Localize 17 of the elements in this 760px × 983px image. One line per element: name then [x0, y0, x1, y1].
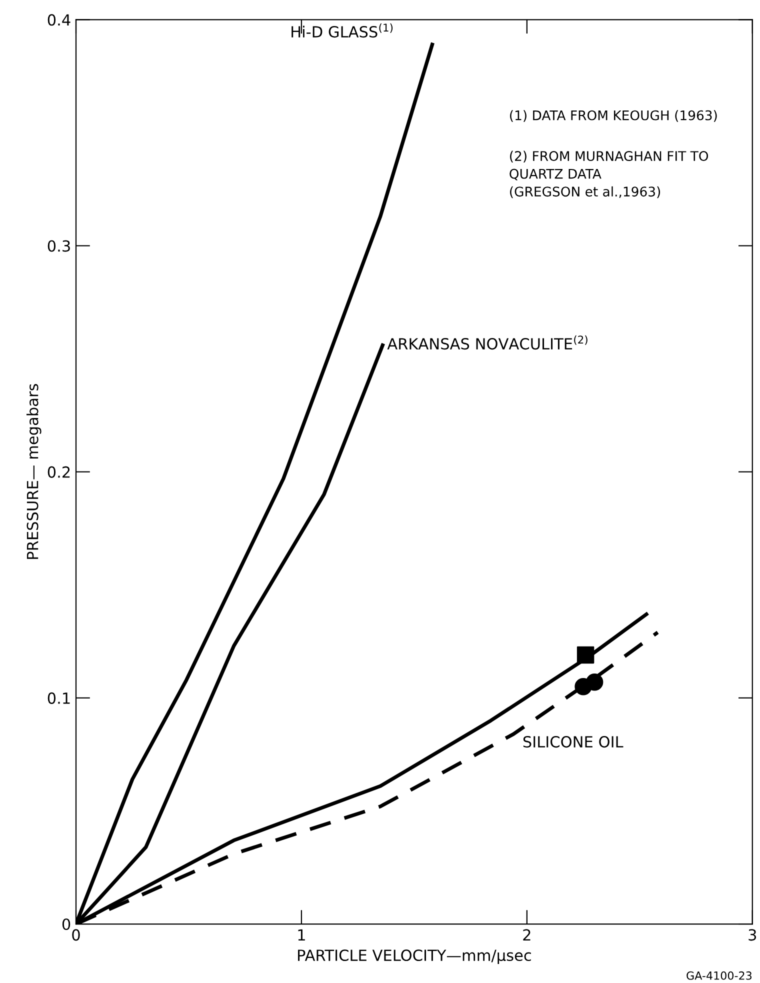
annotation: (2) FROM MURNAGHAN FIT TO QUARTZ DATA (GREGSON et al.,1963) — [510, 150, 708, 198]
annotation: (1) DATA FROM KEOUGH (1963) — [510, 110, 717, 122]
text: GA-4100-23 — [686, 971, 752, 980]
y-tick-label: 0.1 — [48, 692, 70, 704]
series-label: SILICONE OIL — [523, 736, 624, 748]
x-tick-label: 1 — [298, 929, 305, 940]
series-label: ARKANSAS NOVACULITE$^{(2)}$ — [387, 335, 588, 350]
text: Hi-D GLASS$^{(1)}$ — [292, 23, 393, 38]
y-tick-label: 0.3 — [48, 240, 70, 252]
y-axis-title: PRESSURE— megabars — [26, 384, 42, 559]
y-tick-label: 0.4 — [48, 14, 70, 26]
x-axis-title: PARTICLE VELOCITY—mm/μsec — [298, 949, 531, 964]
y-tick-label: 0 — [62, 918, 70, 930]
x-tick-label: 0 — [72, 929, 80, 941]
x-tick-label: 3 — [748, 929, 756, 941]
y-tick-label: 0.2 — [48, 466, 70, 478]
x-tick-label: 2 — [523, 929, 530, 940]
